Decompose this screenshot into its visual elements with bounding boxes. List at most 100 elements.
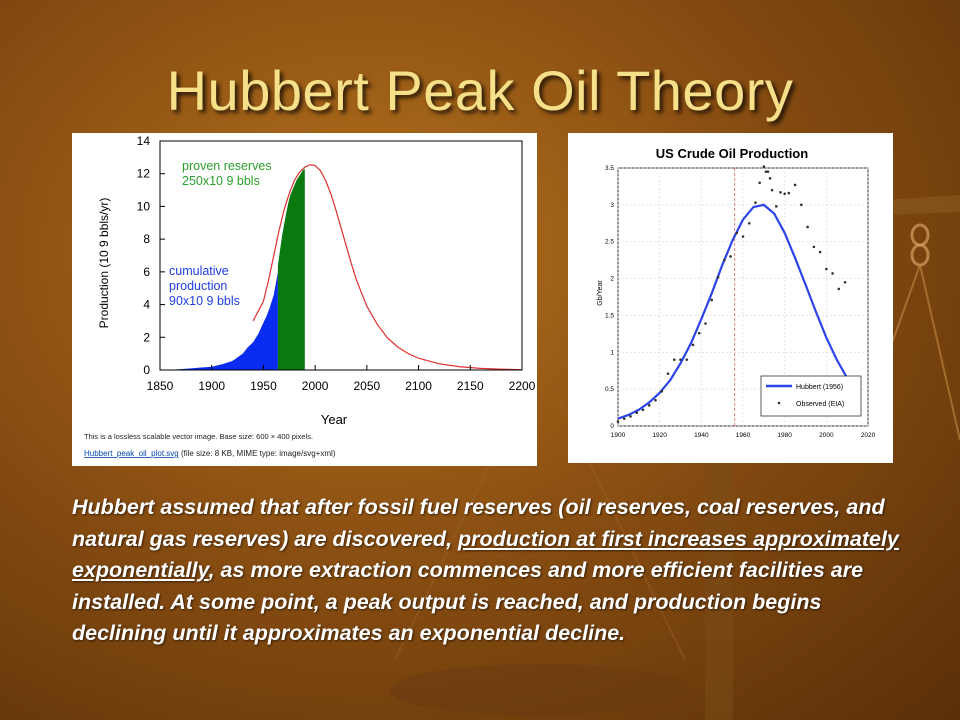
body-text-part1: Hubbert assumed that after fossil fuel r…	[72, 495, 885, 551]
observed-data-point	[635, 411, 639, 415]
observed-data-point	[672, 358, 676, 361]
observed-data-point	[818, 250, 822, 254]
hubbert-curve-figure: 1850 1900 1950 2000 2050 2100 2150 2200 0 2 4 6 8 10 1…	[72, 133, 537, 466]
observed-data-point	[793, 183, 797, 187]
image-caption-line2: Hubbert_peak_oil_plot.svg (file size: 8 …	[84, 449, 336, 458]
observed-data-point	[616, 420, 620, 423]
svg-file-link[interactable]: Hubbert_peak_oil_plot.svg	[84, 449, 179, 458]
observed-data-point	[741, 235, 745, 238]
us-crude-oil-chart: US Crude Oil Production 1900 1920 1940 1960…	[597, 146, 876, 439]
observed-data-point	[729, 255, 732, 258]
y-tick-label: 4	[143, 298, 150, 312]
y-axis-label: Gb/Year	[597, 280, 604, 306]
observed-data-point	[770, 188, 774, 192]
x-tick-label: 2000	[302, 379, 329, 393]
observed-data-point	[825, 267, 828, 271]
observed-data-point	[764, 170, 768, 173]
body-text-part2: , as more extraction commences and more …	[72, 558, 864, 645]
y-tick-label: 0	[610, 423, 614, 430]
observed-data-point	[787, 191, 791, 195]
x-tick-label: 1960	[736, 432, 751, 439]
y-tick-label: 14	[137, 134, 151, 148]
file-info-text: (file size: 8 KB, MIME type: image/svg+x…	[179, 449, 336, 458]
slide-title: Hubbert Peak Oil Theory	[166, 59, 794, 122]
y-tick-label: 10	[137, 199, 151, 213]
x-tick-label: 1900	[611, 432, 626, 439]
observed-data-point	[691, 343, 695, 347]
y-tick-label: 2	[143, 330, 150, 344]
x-tick-label: 1950	[250, 379, 277, 393]
observed-data-point	[812, 245, 816, 249]
body-text-underlined: production at first increases approximat…	[72, 526, 899, 583]
observed-data-point	[647, 404, 651, 407]
x-tick-label: 1900	[198, 379, 225, 393]
x-tick-label: 1920	[652, 432, 667, 439]
observed-data-point	[679, 358, 682, 361]
x-tick-label: 2050	[354, 379, 381, 393]
observed-data-point	[654, 398, 657, 402]
observed-data-point	[697, 331, 701, 335]
hubbert-1956-line	[617, 203, 849, 420]
observed-data-point	[685, 358, 689, 361]
observed-data-point	[762, 165, 766, 168]
x-tick-label: 2100	[405, 379, 432, 393]
annotation-text: 90x10 9 bbls	[169, 294, 240, 308]
observed-data-point	[641, 408, 645, 412]
annotation-text: proven reserves	[182, 159, 272, 173]
y-tick-label: 0	[143, 363, 150, 377]
observed-data-point	[837, 287, 841, 291]
y-axis-label: Production (10 9 bbls/yr)	[97, 198, 111, 329]
observed-data-point	[783, 192, 786, 196]
y-tick-label: 2	[610, 276, 614, 283]
x-tick-label: 2020	[861, 432, 876, 439]
y-tick-label: 12	[137, 167, 151, 181]
x-tick-label: 2200	[509, 379, 536, 393]
image-caption-line1: This is a lossless scalable vector image…	[84, 432, 313, 441]
annotation-text: cumulative	[169, 264, 229, 278]
annotation-text: 250x10 9 bbls	[182, 174, 260, 188]
legend-observed: Observed (EIA)	[796, 401, 844, 408]
observed-data-point	[710, 298, 714, 302]
x-tick-label: 1980	[777, 432, 792, 439]
observed-data-point	[722, 258, 726, 262]
body-paragraph: Hubbert assumed that after fossil fuel r…	[72, 492, 912, 650]
x-tick-label: 1850	[147, 379, 174, 393]
proven-reserves-area	[277, 168, 305, 370]
observed-data-point	[666, 372, 670, 375]
observed-data-point	[622, 417, 626, 420]
y-tick-label: 1.5	[605, 312, 614, 319]
observed-data-point	[758, 181, 761, 185]
hubbert-curve-chart: 1850 1900 1950 2000 2050 2100 2150 2200 0 2 4 6 8 10 1…	[84, 134, 536, 458]
observed-data-point	[716, 275, 720, 279]
y-tick-label: 6	[143, 265, 150, 279]
annotation-text: production	[169, 279, 227, 293]
hubbert-curve-line	[252, 164, 523, 371]
y-tick-label: 1	[610, 349, 614, 356]
x-tick-label: 1940	[694, 432, 709, 439]
observed-data-point	[754, 201, 757, 204]
y-tick-label: 8	[143, 232, 150, 246]
us-production-figure: US Crude Oil Production 1900 1920 1940 1960…	[568, 133, 893, 463]
observed-data-point	[843, 280, 847, 284]
observed-data-point	[747, 221, 751, 225]
observed-data-point	[800, 203, 803, 207]
cumulative-production-area	[165, 271, 278, 370]
y-tick-label: 3	[610, 202, 614, 209]
observed-data-point	[704, 322, 707, 325]
legend: Hubbert (1956) Observed (EIA)	[760, 375, 862, 417]
observed-data-point	[629, 415, 632, 418]
x-axis-label: Year	[321, 412, 348, 427]
y-tick-label: 3.5	[605, 165, 614, 172]
observed-data-point	[775, 205, 778, 208]
legend-hubbert: Hubbert (1956)	[796, 384, 843, 391]
observed-data-point	[766, 170, 770, 173]
observed-data-point	[806, 225, 809, 229]
observed-data-point	[735, 231, 739, 235]
chart-title: US Crude Oil Production	[656, 146, 808, 161]
observed-data-point	[779, 191, 782, 194]
observed-data-point	[768, 177, 772, 180]
y-tick-label: 0.5	[605, 386, 614, 393]
y-tick-label: 2.5	[605, 239, 614, 246]
observed-data-point	[660, 390, 664, 393]
observed-data-point	[831, 272, 834, 275]
